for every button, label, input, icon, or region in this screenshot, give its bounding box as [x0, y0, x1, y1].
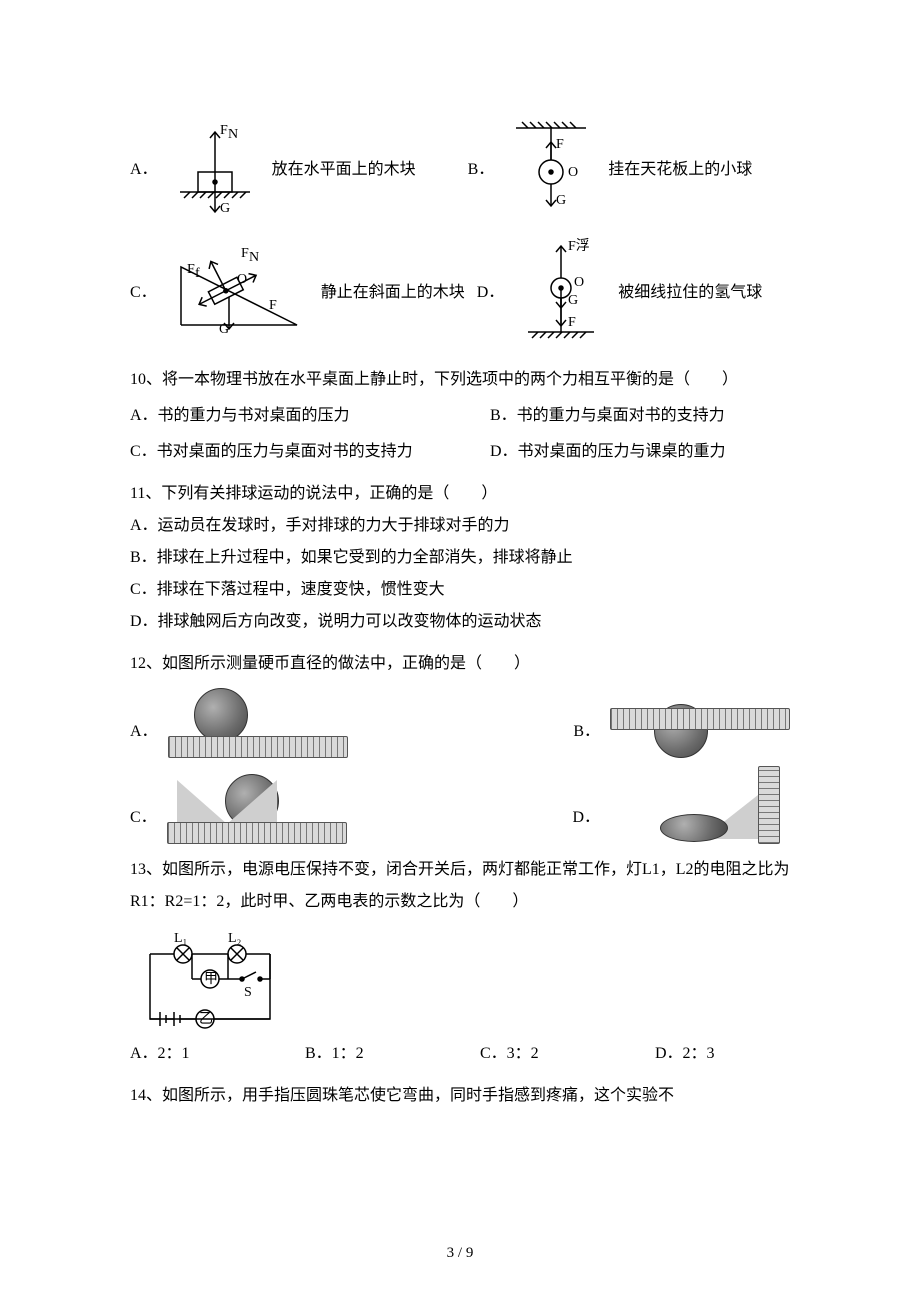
q13-A: A．2：1 [130, 1038, 265, 1070]
q13-circuit: L₁ L₂ 甲 S 乙 [130, 924, 290, 1034]
q13-stem: 13、如图所示，电源电压保持不变，闭合开关后，两灯都能正常工作，灯L1，L2的电… [130, 854, 790, 918]
q10-D: D．书对桌面的压力与课桌的重力 [490, 436, 790, 468]
svg-text:O: O [568, 165, 578, 180]
svg-text:F: F [187, 262, 195, 277]
q11-stem: 11、下列有关排球运动的说法中，正确的是（ ） [130, 478, 790, 510]
svg-text:G: G [220, 201, 230, 214]
q13-D: D．2：3 [655, 1038, 790, 1070]
svg-text:F浮: F浮 [568, 238, 590, 254]
q9-C-caption: 静止在斜面上的木块 [321, 277, 465, 309]
svg-text:甲: 甲 [204, 972, 218, 987]
svg-text:N: N [249, 250, 259, 265]
svg-text:F: F [220, 123, 228, 138]
q12-row2: C． D． [130, 766, 790, 844]
q9-B-diagram: F O G [506, 114, 596, 226]
q13-B: B．1：2 [305, 1038, 440, 1070]
q12-B: B． [573, 688, 790, 758]
page-number: 3 / 9 [0, 1238, 920, 1268]
q12-C: C． [130, 774, 347, 844]
svg-text:S: S [244, 985, 252, 1000]
q13-choices: A．2：1 B．1：2 C．3：2 D．2：3 [130, 1038, 790, 1070]
q9-B-prefix: B． [468, 154, 495, 186]
svg-text:F: F [556, 137, 564, 152]
svg-text:O: O [574, 275, 584, 290]
q9-A-diagram: FN G [170, 114, 260, 226]
q10-stem: 10、将一本物理书放在水平桌面上静止时，下列选项中的两个力相互平衡的是（ ） [130, 364, 790, 396]
q9-row1: A． FN G 放在水平面上的木块 B． [130, 114, 790, 226]
q11-C: C．排球在下落过程中，速度变快，惯性变大 [130, 574, 790, 606]
q11-D: D．排球触网后方向改变，说明力可以改变物体的运动状态 [130, 606, 790, 638]
q12-row1: A． B． [130, 688, 790, 758]
svg-text:L₂: L₂ [228, 931, 242, 946]
q12-stem: 12、如图所示测量硬币直径的做法中，正确的是（ ） [130, 648, 790, 680]
q12-A: A． [130, 688, 348, 758]
q10-B: B．书的重力与桌面对书的支持力 [490, 400, 790, 432]
q12-A-diagram [168, 688, 348, 758]
q9-D-prefix: D． [477, 277, 505, 309]
q9-A-caption: 放在水平面上的木块 [272, 154, 416, 186]
svg-text:F: F [269, 298, 277, 313]
svg-text:F: F [568, 315, 576, 330]
q9-C-prefix: C． [130, 277, 157, 309]
q12-D-diagram [610, 766, 790, 844]
q12-C-diagram [167, 774, 347, 844]
q11-B: B．排球在上升过程中，如果它受到的力全部消失，排球将静止 [130, 542, 790, 574]
q9-row2: C． Ff FN O F G [130, 232, 790, 354]
q9-B-caption: 挂在天花板上的小球 [608, 154, 752, 186]
svg-text:G: G [556, 193, 566, 208]
svg-text:F: F [241, 246, 249, 261]
q12-D: D． [572, 766, 790, 844]
svg-text:G: G [568, 293, 578, 308]
q9-A-prefix: A． [130, 154, 158, 186]
exam-page: A． FN G 放在水平面上的木块 B． [0, 0, 920, 1302]
q9-D-caption: 被细线拉住的氢气球 [618, 277, 762, 309]
q10-choices: A．书的重力与书对桌面的压力 B．书的重力与桌面对书的支持力 [130, 400, 790, 432]
svg-text:O: O [237, 272, 247, 287]
q12-B-diagram [610, 688, 790, 758]
svg-text:G: G [219, 322, 229, 337]
svg-text:乙: 乙 [199, 1011, 213, 1027]
q9-D-diagram: F浮 O G F [516, 232, 606, 354]
svg-text:L₁: L₁ [174, 931, 187, 946]
q14-stem: 14、如图所示，用手指压圆珠笔芯使它弯曲，同时手指感到疼痛，这个实验不 [130, 1080, 790, 1112]
svg-text:N: N [228, 127, 238, 142]
svg-text:f: f [195, 266, 200, 281]
q10-A: A．书的重力与书对桌面的压力 [130, 400, 430, 432]
q13-C: C．3：2 [480, 1038, 615, 1070]
q9-C-diagram: Ff FN O F G [169, 237, 309, 349]
q11-A: A．运动员在发球时，手对排球的力大于排球对手的力 [130, 510, 790, 542]
q10-C: C．书对桌面的压力与桌面对书的支持力 [130, 436, 430, 468]
